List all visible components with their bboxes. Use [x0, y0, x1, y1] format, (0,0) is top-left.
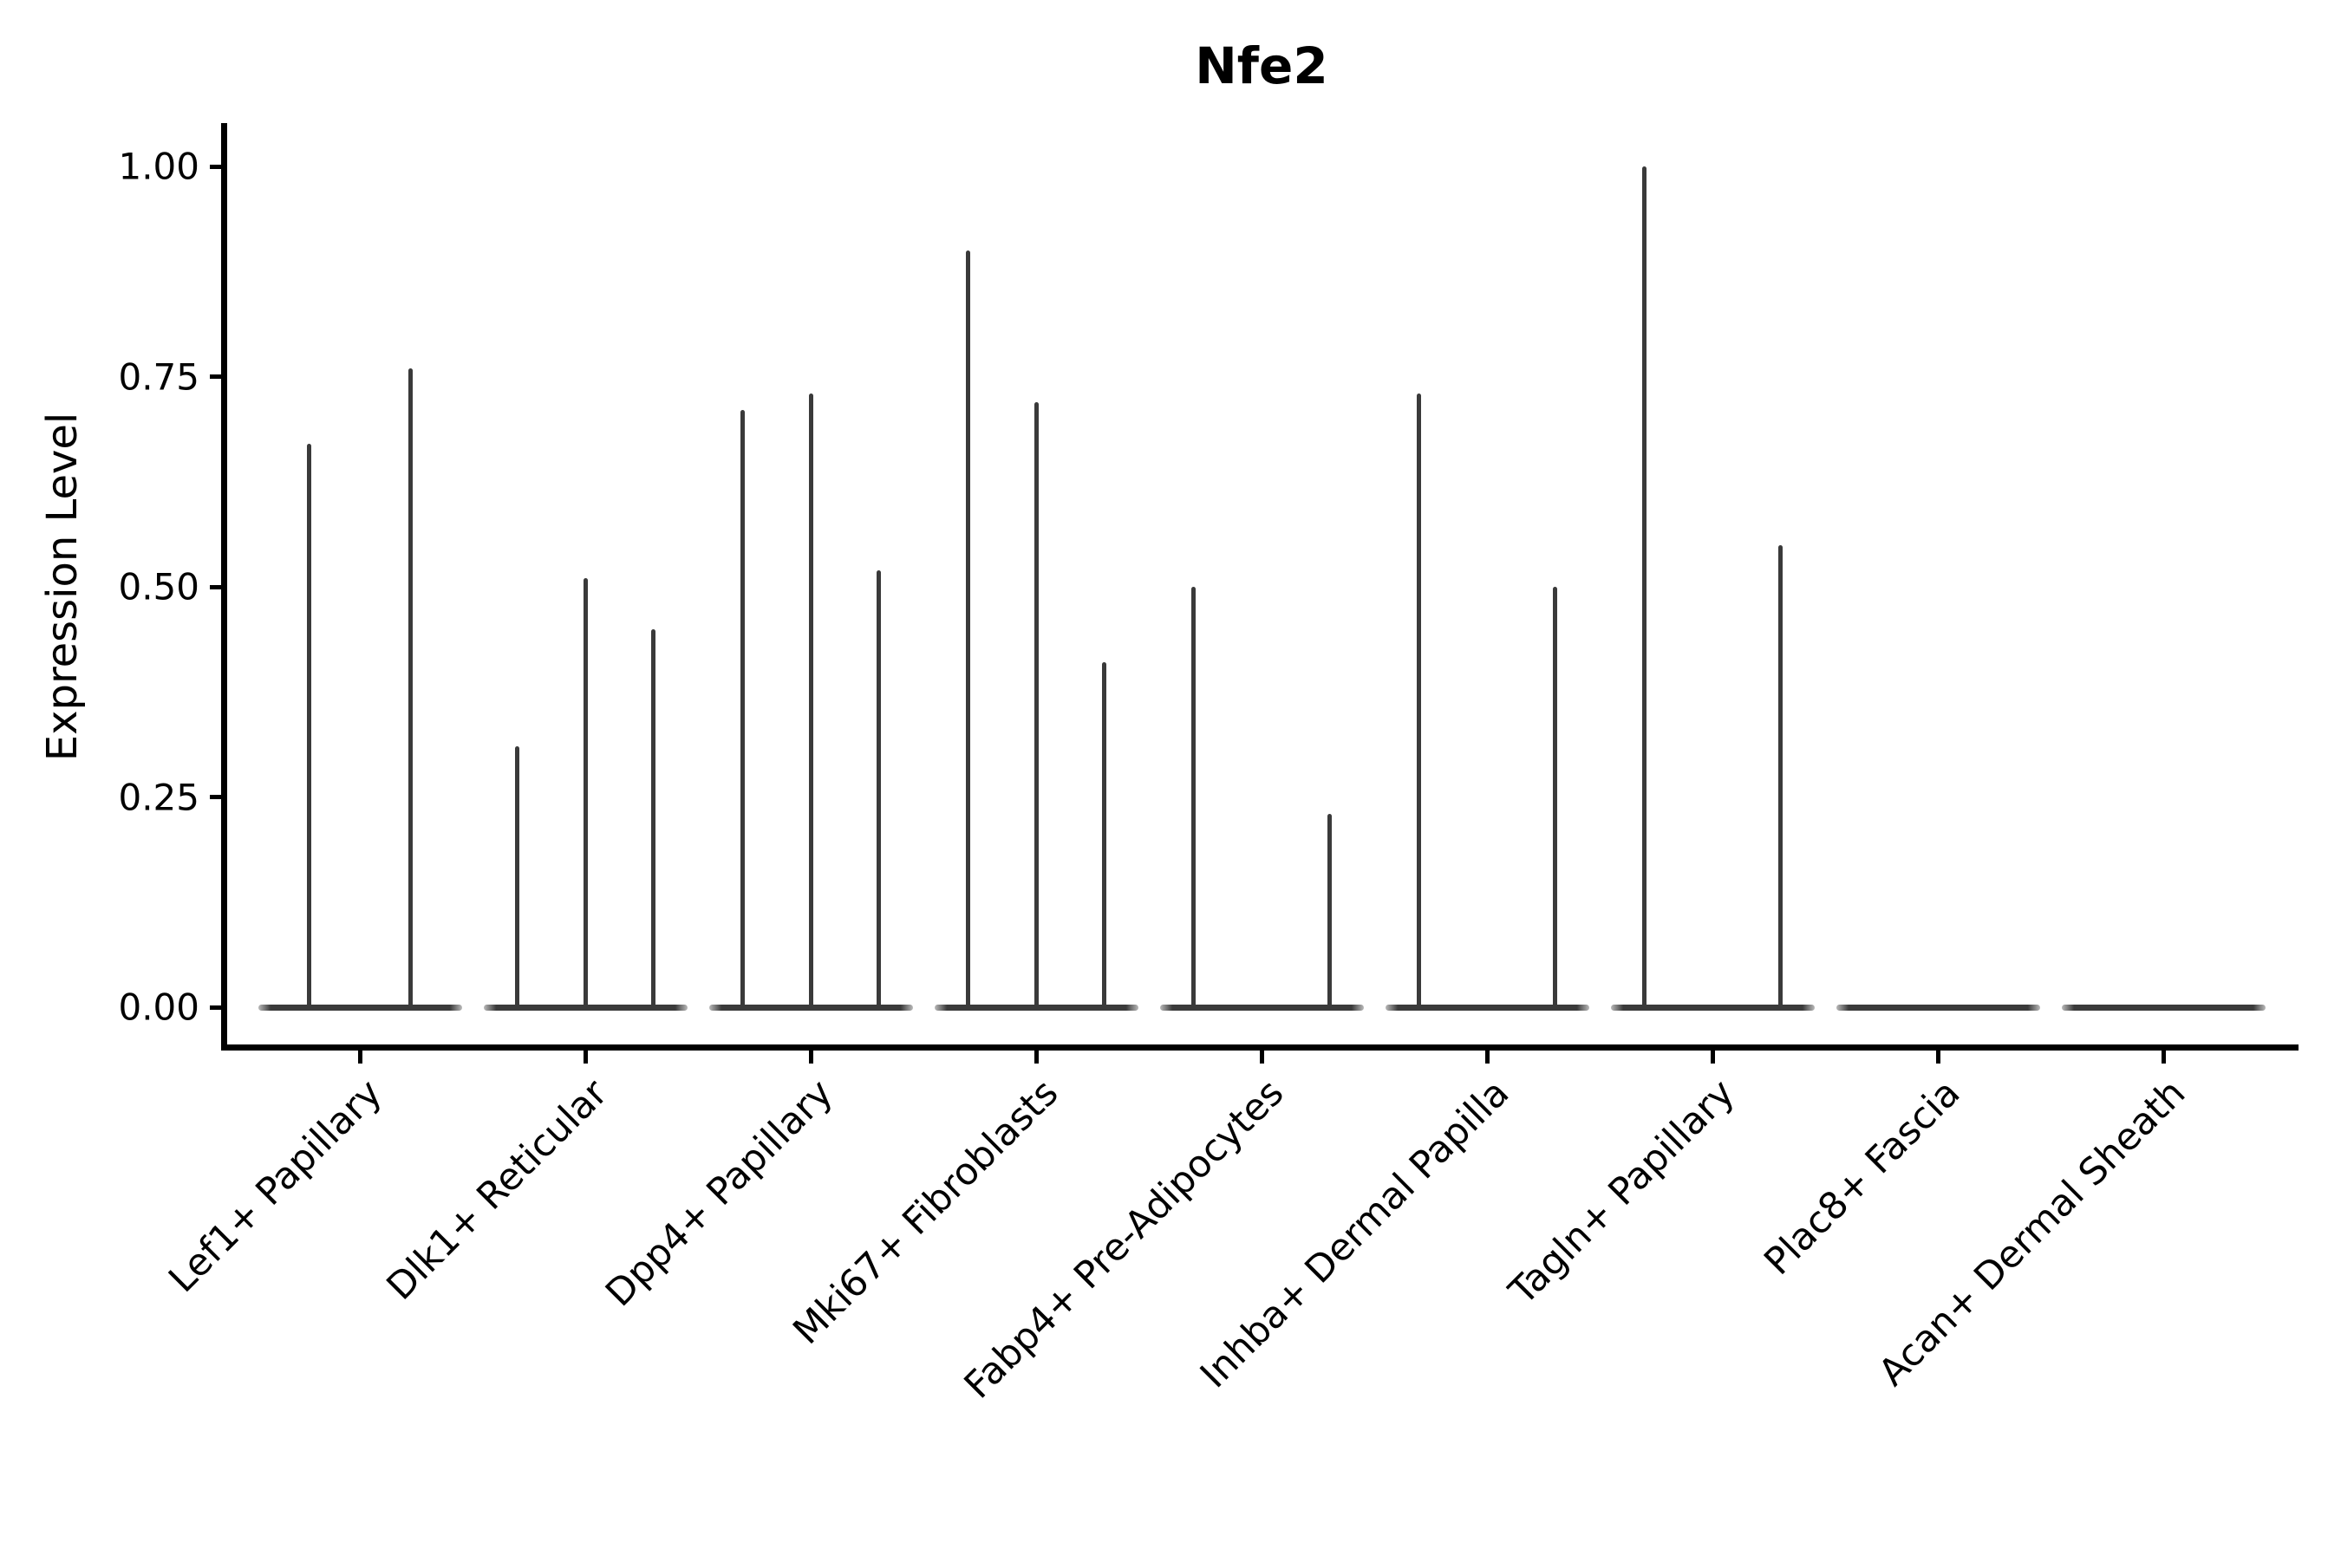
x-axis-spine — [221, 1044, 2299, 1051]
violin-baseline — [483, 1004, 688, 1011]
violin-baseline — [708, 1004, 913, 1011]
violin-baseline — [2061, 1004, 2266, 1011]
violin-spike — [1552, 587, 1557, 1007]
x-tick-label: Fabp4+ Pre-Adipocytes — [955, 1071, 1293, 1408]
violin-spike — [1777, 544, 1783, 1007]
y-axis-spine — [221, 123, 227, 1051]
violin-spike — [650, 628, 655, 1007]
x-tick-mark — [1935, 1051, 1940, 1064]
violin-spike — [1191, 587, 1197, 1007]
violin-spike — [740, 410, 746, 1007]
violin-spike — [1642, 166, 1647, 1007]
chart-title: Nfe2 — [1195, 36, 1328, 95]
x-tick-mark — [1259, 1051, 1264, 1064]
violin-spike — [408, 368, 414, 1007]
y-tick-mark — [210, 374, 221, 379]
x-tick-label: Dpp4+ Papillary — [597, 1071, 842, 1316]
y-tick-label: 1.00 — [118, 145, 199, 188]
x-tick-label: Plac8+ Fascia — [1756, 1071, 1969, 1284]
violin-spike — [515, 746, 520, 1007]
violin-spike — [583, 578, 588, 1007]
x-tick-label: Tagln+ Papillary — [1501, 1071, 1744, 1314]
y-tick-mark — [210, 584, 221, 589]
y-tick-mark — [210, 164, 221, 169]
violin-baseline — [1159, 1004, 1364, 1011]
x-tick-mark — [1710, 1051, 1715, 1064]
x-tick-mark — [1484, 1051, 1490, 1064]
x-tick-label: Dlk1+ Reticular — [378, 1071, 616, 1309]
violin-spike — [876, 569, 881, 1007]
violin-spike — [1034, 401, 1039, 1007]
x-tick-mark — [2161, 1051, 2166, 1064]
x-tick-label: Acan+ Dermal Sheath — [1870, 1071, 2194, 1395]
y-tick-mark — [210, 795, 221, 799]
violin-spike — [808, 393, 813, 1007]
violin-spike — [966, 250, 971, 1007]
x-tick-mark — [583, 1051, 588, 1064]
violin-baseline — [1385, 1004, 1589, 1011]
x-tick-label: Mki67+ Fibroblasts — [785, 1071, 1067, 1353]
violin-baseline — [1610, 1004, 1815, 1011]
y-tick-label: 0.00 — [118, 986, 199, 1029]
violin-spike — [1417, 393, 1422, 1007]
violin-spike — [306, 444, 311, 1007]
violin-baseline — [1836, 1004, 2040, 1011]
x-tick-mark — [808, 1051, 813, 1064]
x-tick-label: Inhba+ Dermal Papilla — [1192, 1071, 1518, 1397]
y-tick-mark — [210, 1005, 221, 1010]
y-tick-label: 0.75 — [118, 355, 199, 398]
violin-baseline — [258, 1004, 462, 1011]
y-tick-label: 0.50 — [118, 565, 199, 608]
violin-baseline — [934, 1004, 1138, 1011]
violin-spike — [1327, 813, 1332, 1007]
x-tick-mark — [1034, 1051, 1039, 1064]
x-tick-mark — [357, 1051, 362, 1064]
violin-spike — [1101, 662, 1106, 1007]
y-tick-label: 0.25 — [118, 776, 199, 818]
